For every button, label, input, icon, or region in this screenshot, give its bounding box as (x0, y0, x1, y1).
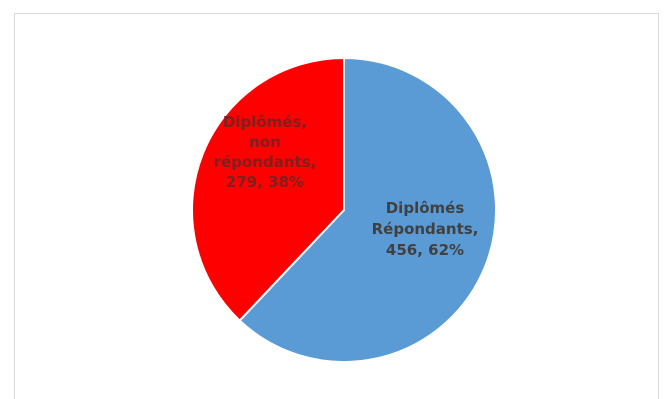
pie-slice-1 (191, 56, 345, 322)
pie-slice-label-line: 279, 38% (226, 173, 304, 191)
pie-slice-label-1: Diplômés, non répondants, 279, 38% (214, 113, 317, 191)
pie-slice-label-line: Diplômés (386, 199, 465, 217)
pie-slice-label-0: Diplômés Répondants, 456, 62% (372, 199, 479, 259)
pie-slice-label-line: 456, 62% (386, 241, 464, 259)
pie-slice-0 (238, 56, 497, 363)
pie-slice-label-line: non (249, 133, 281, 151)
pie-slice-label-line: répondants, (214, 153, 317, 171)
pie-slice-label-line: Répondants, (372, 220, 479, 238)
pie-slice-label-line: Diplômés, (223, 113, 307, 131)
